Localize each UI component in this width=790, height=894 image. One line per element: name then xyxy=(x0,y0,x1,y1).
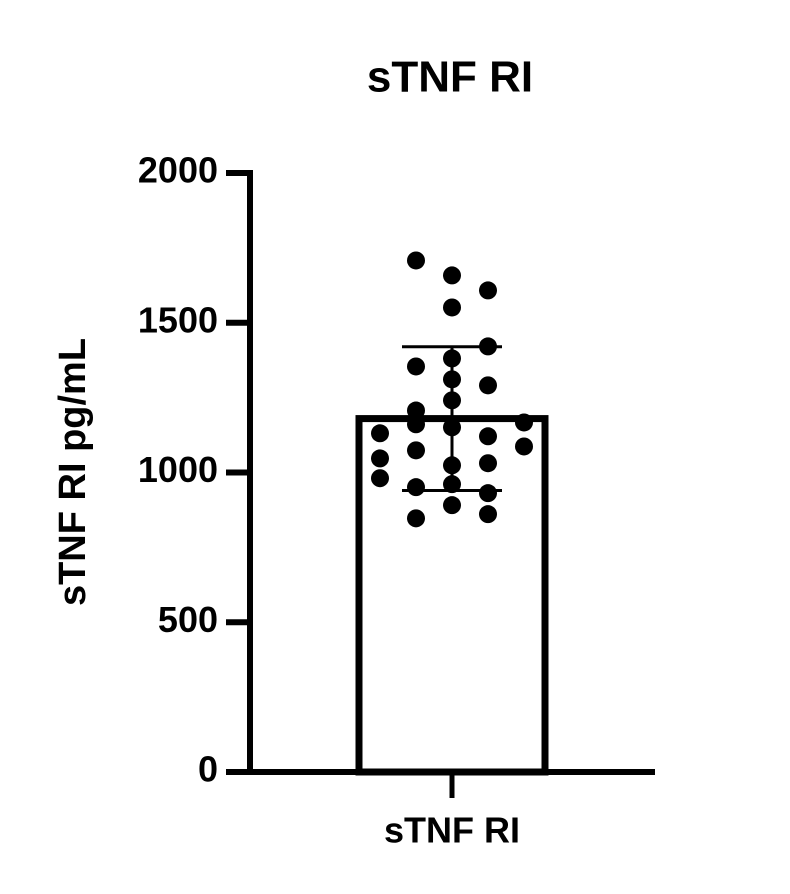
chart-title: sTNF RI xyxy=(367,53,533,102)
data-point xyxy=(479,281,497,300)
x-tick-label: sTNF RI xyxy=(384,810,520,851)
data-point xyxy=(407,251,425,270)
data-point xyxy=(407,478,425,497)
data-point xyxy=(407,509,425,528)
y-tick-label: 1000 xyxy=(138,449,218,490)
data-point xyxy=(407,357,425,376)
data-point xyxy=(371,469,389,488)
data-point xyxy=(371,449,389,468)
data-point xyxy=(443,266,461,285)
y-tick-label: 2000 xyxy=(138,150,218,191)
y-tick-label: 0 xyxy=(198,749,218,790)
data-point xyxy=(479,454,497,473)
y-axis-label: sTNF RI pg/mL xyxy=(52,338,94,606)
data-point xyxy=(443,298,461,317)
data-point xyxy=(479,427,497,446)
data-point xyxy=(479,505,497,524)
data-point xyxy=(371,424,389,443)
data-point xyxy=(407,401,425,420)
data-point xyxy=(479,376,497,395)
data-point xyxy=(407,415,425,434)
y-tick-label: 500 xyxy=(158,599,218,640)
data-point xyxy=(515,437,533,456)
data-point xyxy=(515,413,533,432)
data-point xyxy=(479,484,497,503)
y-tick-label: 1500 xyxy=(138,299,218,340)
data-point xyxy=(407,441,425,460)
data-point xyxy=(443,496,461,515)
